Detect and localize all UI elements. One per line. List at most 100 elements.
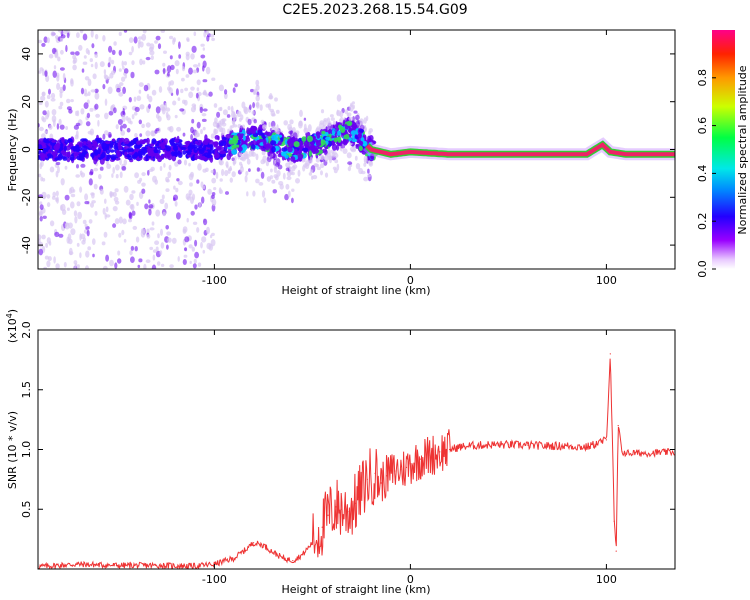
spectrogram-point (155, 106, 161, 114)
spectrogram-point (80, 108, 85, 115)
spectrogram-point (87, 130, 93, 135)
spectrogram-point (105, 141, 111, 145)
spectrogram-point (231, 124, 235, 128)
spectrogram-point (220, 140, 227, 146)
spectrogram-point (202, 79, 208, 83)
spectrogram-point (355, 143, 361, 147)
spectrogram-point (83, 102, 89, 109)
spectrogram-point (131, 60, 135, 66)
spectrogram-point (90, 63, 94, 68)
spectrogram-point (270, 140, 277, 146)
spectrogram-point (129, 140, 136, 145)
spectrogram-point (105, 214, 111, 218)
spectrogram-point (149, 227, 155, 231)
snr-data-point (439, 451, 441, 453)
spectrogram-point (149, 50, 155, 56)
spectrogram-point (196, 121, 201, 129)
spectrogram-point (111, 70, 116, 75)
spectrogram-point (70, 228, 76, 236)
spectrogram-point (148, 204, 154, 209)
spectrogram-point (76, 201, 81, 207)
spectrogram-point (125, 148, 131, 153)
spectrogram-point (90, 202, 94, 208)
spectrogram-point (138, 89, 142, 94)
spectrogram-point (46, 94, 51, 100)
spectrogram-point (231, 138, 238, 145)
spectrogram-point (48, 124, 53, 130)
spectrogram-point (131, 45, 134, 53)
spectrogram-point (196, 79, 201, 86)
spectrogram-point (287, 146, 293, 153)
snr-data-point (335, 506, 337, 508)
spectrogram-point (234, 83, 238, 88)
spectrogram-point (308, 150, 312, 157)
spectrogram-point (66, 32, 70, 39)
colorbar-tick-label: 0.8 (696, 69, 709, 87)
spectrogram-point (147, 152, 153, 157)
spectrogram-point (206, 35, 210, 42)
spectrogram-point (211, 37, 216, 42)
spectrogram-point (118, 49, 123, 56)
spectrogram-point (186, 196, 191, 201)
spectrogram-point (49, 166, 55, 173)
spectrogram-point (346, 152, 352, 159)
snr-data-point (374, 472, 376, 474)
spectrogram-point (228, 167, 233, 171)
spectrogram-point (337, 136, 342, 143)
spectrogram-point (45, 242, 48, 248)
spectrogram-point (268, 122, 271, 128)
spectrogram-point (359, 140, 364, 146)
spectrogram-point (255, 79, 260, 86)
spectrogram-point (155, 128, 160, 132)
spectrogram-point (113, 41, 117, 46)
spectrogram-point (340, 116, 344, 123)
spectrogram-point (189, 182, 193, 187)
spectrogram-point (200, 241, 203, 249)
spectrogram-point (141, 188, 146, 194)
spectrogram-point (239, 152, 243, 156)
spectrogram-point (347, 161, 353, 165)
spectrogram-point (111, 59, 115, 65)
spectrogram-point (232, 118, 236, 126)
spectrogram-point (273, 174, 278, 179)
spectrogram-point (113, 107, 117, 114)
spectrogram-point (284, 154, 289, 159)
spectrogram-point (201, 118, 207, 122)
spectrogram-point (48, 241, 52, 246)
spectrogram-point (135, 236, 140, 243)
spectrogram-point (200, 54, 206, 59)
spectrogram-point (231, 157, 235, 161)
spectrogram-point (92, 73, 97, 80)
spectrogram-point (99, 166, 104, 171)
spectrogram-point (51, 109, 57, 116)
spectrogram-point (111, 156, 116, 161)
spectrogram-point (362, 140, 368, 147)
spectrogram-point (169, 264, 174, 268)
spectrogram-point (205, 30, 209, 35)
spectrogram-point (243, 106, 249, 115)
spectrogram-point (102, 133, 106, 140)
spectrogram-point (87, 91, 91, 96)
spectrogram-point (239, 117, 242, 122)
spectrogram-y-tick-label: -40 (20, 236, 33, 254)
spectrogram-point (84, 265, 90, 269)
spectrogram-point (159, 104, 165, 111)
spectrogram-point (70, 78, 74, 85)
spectrogram-point (129, 120, 133, 125)
spectrogram-point (155, 35, 161, 41)
spectrogram-point (46, 194, 51, 199)
spectrogram-point (358, 129, 365, 133)
spectrogram-point (261, 190, 266, 198)
spectrogram-point (231, 171, 236, 178)
spectrogram-point (235, 144, 240, 148)
spectrogram-point (180, 146, 187, 151)
spectrogram-point (218, 120, 222, 126)
spectrogram-point (368, 130, 372, 135)
spectrogram-point (165, 111, 169, 119)
snr-data-point (380, 482, 382, 484)
spectrogram-point (246, 191, 249, 197)
spectrogram-point (57, 156, 63, 161)
spectrogram-point (130, 245, 135, 251)
snr-data-point (596, 442, 598, 445)
spectrogram-point (227, 128, 230, 134)
